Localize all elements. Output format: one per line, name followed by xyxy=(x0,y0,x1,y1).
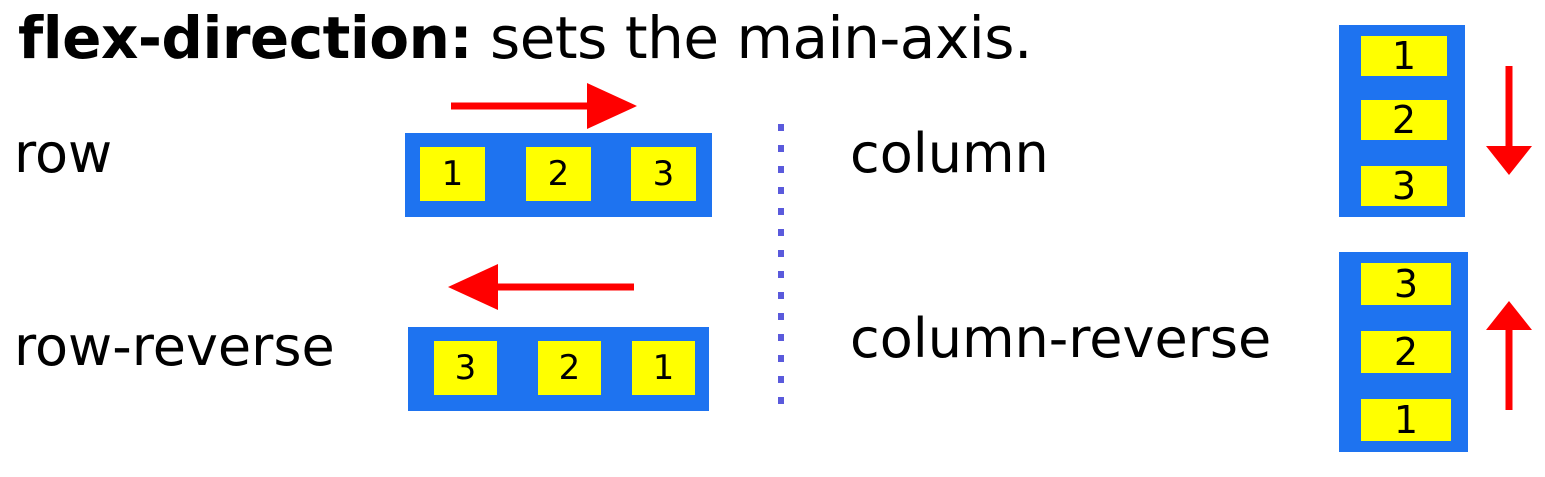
row-reverse-label: row-reverse xyxy=(14,315,335,378)
column-reverse-label: column-reverse xyxy=(850,307,1272,370)
arrow-up-icon xyxy=(1486,301,1532,410)
arrow-left-icon xyxy=(448,264,634,310)
row-container: 1 2 3 xyxy=(405,133,712,217)
column-reverse-item-1: 3 xyxy=(1361,262,1451,306)
column-container: 1 2 3 xyxy=(1339,25,1465,217)
column-reverse-item-2: 2 xyxy=(1361,330,1451,374)
row-item-3: 3 xyxy=(631,147,696,201)
row-label: row xyxy=(14,122,113,185)
column-label: column xyxy=(850,122,1049,185)
title-description: sets the main-axis. xyxy=(472,4,1032,72)
column-item-2: 2 xyxy=(1361,98,1447,142)
title-keyword: flex-direction: xyxy=(18,4,473,72)
arrow-right-icon xyxy=(451,83,637,129)
row-reverse-item-3: 1 xyxy=(632,341,695,395)
arrow-down-icon xyxy=(1486,66,1532,175)
column-reverse-container: 3 2 1 xyxy=(1339,252,1468,452)
page-title: flex-direction: sets the main-axis. xyxy=(18,4,1032,72)
column-reverse-item-3: 1 xyxy=(1361,398,1451,442)
column-item-3: 3 xyxy=(1361,164,1447,208)
row-reverse-container: 3 2 1 xyxy=(408,327,709,411)
row-item-2: 2 xyxy=(526,147,591,201)
column-item-1: 1 xyxy=(1361,34,1447,78)
row-item-1: 1 xyxy=(420,147,485,201)
row-reverse-item-1: 3 xyxy=(434,341,497,395)
row-reverse-item-2: 2 xyxy=(538,341,601,395)
